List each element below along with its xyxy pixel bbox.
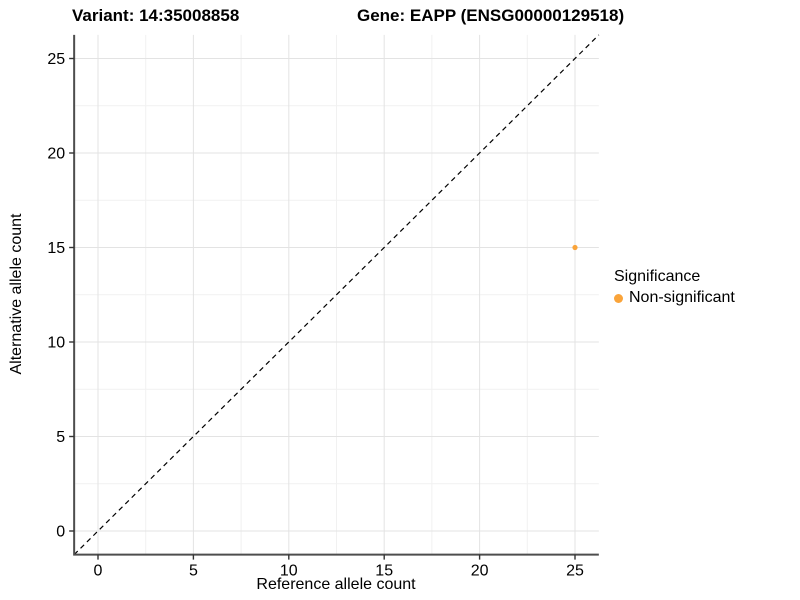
y-tick-label: 15 (47, 240, 65, 257)
identity-dashed-line (73, 34, 600, 556)
plot-title-gene: Gene: EAPP (ENSG00000129518) (357, 6, 625, 25)
legend-key-dot-icon (614, 293, 623, 303)
data-point[interactable] (572, 244, 578, 251)
y-axis-title: Alternative allele count (8, 213, 25, 375)
legend-entry: Non-significant (614, 289, 735, 307)
x-tick-label: 25 (566, 563, 584, 580)
data-points (572, 244, 578, 251)
plot-title-variant: Variant: 14:35008858 (72, 6, 240, 25)
y-tick-label: 5 (56, 429, 65, 446)
x-tick-label: 5 (189, 563, 198, 580)
gridlines (74, 34, 599, 555)
x-axis-title: Reference allele count (256, 576, 416, 593)
axes: 0 5 10 15 20 25 0 5 10 15 20 25 (47, 34, 599, 580)
legend-title: Significance (614, 268, 701, 285)
x-tick-label: 0 (94, 563, 103, 580)
y-tick-label: 25 (47, 51, 65, 68)
legend: Significance Non-significant (614, 268, 735, 307)
x-tick-label: 10 (280, 563, 298, 580)
x-tick-label: 15 (375, 563, 393, 580)
identity-line (73, 34, 600, 556)
y-tick-label: 20 (47, 146, 65, 163)
axis-lines (73, 34, 599, 556)
y-tick-label: 0 (56, 524, 65, 541)
y-tick-label: 10 (47, 335, 65, 352)
legend-entry-label: Non-significant (629, 289, 735, 306)
x-tick-label: 20 (471, 563, 489, 580)
